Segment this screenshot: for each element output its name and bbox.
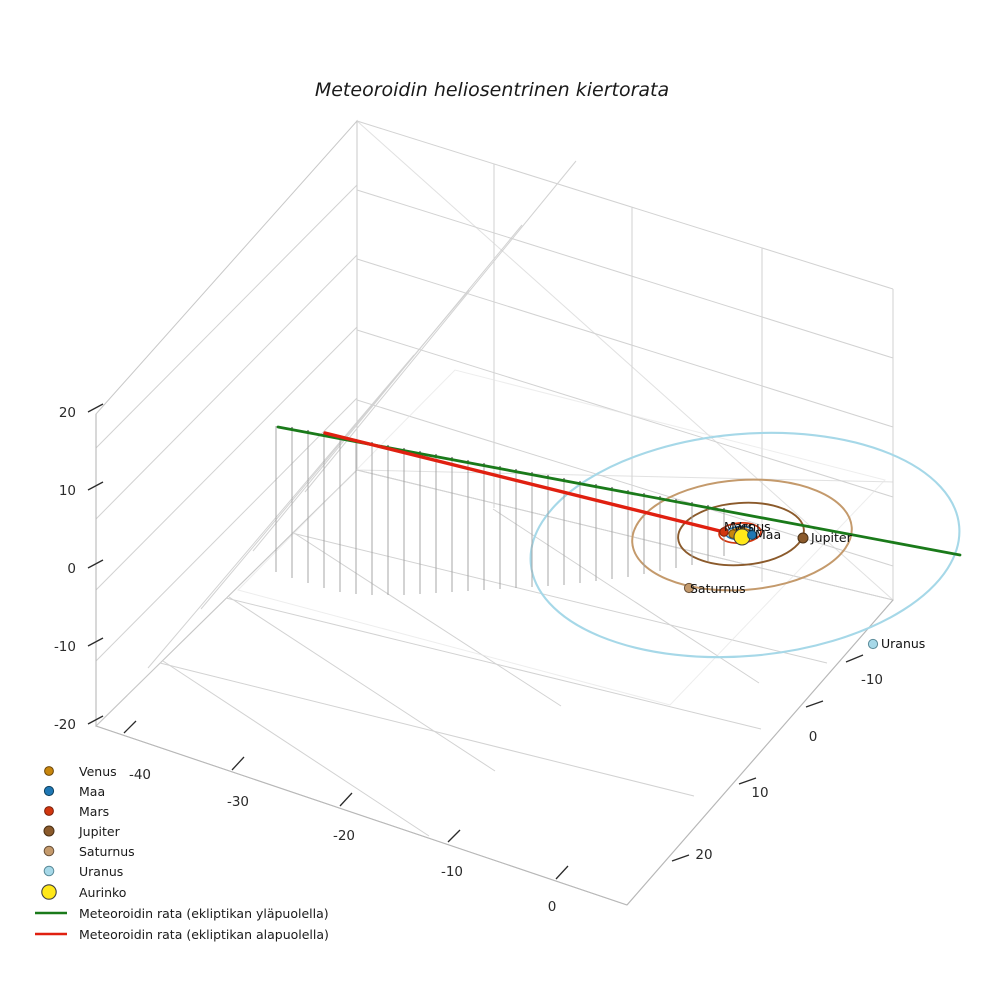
body-marker-jupiter[interactable] xyxy=(797,532,809,544)
meteoroid-stem-lines xyxy=(275,426,726,595)
y-axis-spine xyxy=(626,599,894,906)
legend-marker-icon xyxy=(44,806,54,816)
z-tick-label: 0 xyxy=(67,561,76,577)
x-axis-spine xyxy=(95,725,628,906)
solar-system-bodies: Uranus Saturnus Jupiter Mars Venus Maa xyxy=(683,519,925,651)
y-tick-label: 20 xyxy=(695,847,712,863)
legend-marker-icon xyxy=(43,825,55,837)
legend-marker-icon xyxy=(43,865,55,877)
body-marker-saturnus[interactable] xyxy=(683,582,695,594)
legend-item-saturnus[interactable]: Saturnus xyxy=(43,844,135,859)
legend-label: Meteoroidin rata (ekliptikan alapuolella… xyxy=(79,927,329,942)
legend-marker-icon xyxy=(43,845,55,857)
legend-marker-icon xyxy=(41,884,57,900)
legend-item-venus[interactable]: Venus xyxy=(44,764,117,779)
body-label-uranus: Uranus xyxy=(881,636,925,651)
legend-item-meteoroid-below[interactable]: Meteoroidin rata (ekliptikan alapuolella… xyxy=(35,927,329,942)
legend-label: Jupiter xyxy=(78,824,121,839)
x-tick-label: -20 xyxy=(333,828,355,844)
planet-orbits xyxy=(529,431,961,659)
legend-item-aurinko[interactable]: Aurinko xyxy=(41,884,127,900)
axes-panes xyxy=(95,119,894,906)
orbit-saturnus xyxy=(631,478,853,592)
legend-label: Meteoroidin rata (ekliptikan yläpuolella… xyxy=(79,906,329,921)
legend-item-mars[interactable]: Mars xyxy=(44,804,110,819)
legend-label: Aurinko xyxy=(79,885,126,900)
pane-floor xyxy=(95,469,894,906)
body-marker-maa[interactable] xyxy=(747,530,757,540)
z-tick-label: 20 xyxy=(59,405,76,421)
orbit-uranus xyxy=(529,431,961,659)
body-marker-mars[interactable] xyxy=(719,527,729,537)
y-tick-label: 0 xyxy=(809,729,818,745)
z-tick-label: 10 xyxy=(59,483,76,499)
y-tick-label: -10 xyxy=(861,672,883,688)
legend-item-maa[interactable]: Maa xyxy=(43,784,105,799)
legend-item-uranus[interactable]: Uranus xyxy=(43,864,123,879)
orbit-jupiter xyxy=(677,501,805,567)
ecliptic-plane-outline xyxy=(237,369,886,706)
z-tick-label: -20 xyxy=(54,717,76,733)
chart-legend: Venus Maa Mars Jupiter Saturnus Uranus A… xyxy=(35,764,329,942)
legend-marker-icon xyxy=(44,766,54,776)
legend-label: Saturnus xyxy=(79,844,135,859)
x-axis-ticks: -40 -30 -20 -10 0 xyxy=(123,720,569,915)
y-axis-ticks: 20 10 0 -10 xyxy=(671,654,883,863)
x-tick-label: -10 xyxy=(441,864,463,880)
meteoroid-track-below-ecliptic xyxy=(323,431,726,534)
legend-label: Venus xyxy=(79,764,117,779)
z-axis-ticks: 20 10 0 -10 -20 xyxy=(54,403,104,733)
y-tick-label: 10 xyxy=(751,785,768,801)
chart-title: Meteoroidin heliosentrinen kiertorata xyxy=(315,79,669,101)
meteoroid-track xyxy=(276,425,962,557)
body-label-saturnus: Saturnus xyxy=(690,581,746,596)
body-label-jupiter: Jupiter xyxy=(810,530,853,545)
z-tick-label: -10 xyxy=(54,639,76,655)
body-label-maa: Maa xyxy=(755,527,781,542)
axis-spines xyxy=(95,414,894,906)
legend-marker-icon xyxy=(43,785,55,797)
body-marker-uranus[interactable] xyxy=(867,638,879,650)
legend-label: Uranus xyxy=(79,864,123,879)
legend-item-meteoroid-above[interactable]: Meteoroidin rata (ekliptikan yläpuolella… xyxy=(35,906,329,921)
legend-label: Maa xyxy=(79,784,105,799)
x-tick-label: -40 xyxy=(129,767,151,783)
legend-label: Mars xyxy=(79,804,109,819)
x-tick-label: -30 xyxy=(227,794,249,810)
legend-item-jupiter[interactable]: Jupiter xyxy=(43,824,121,839)
x-tick-label: 0 xyxy=(548,899,557,915)
